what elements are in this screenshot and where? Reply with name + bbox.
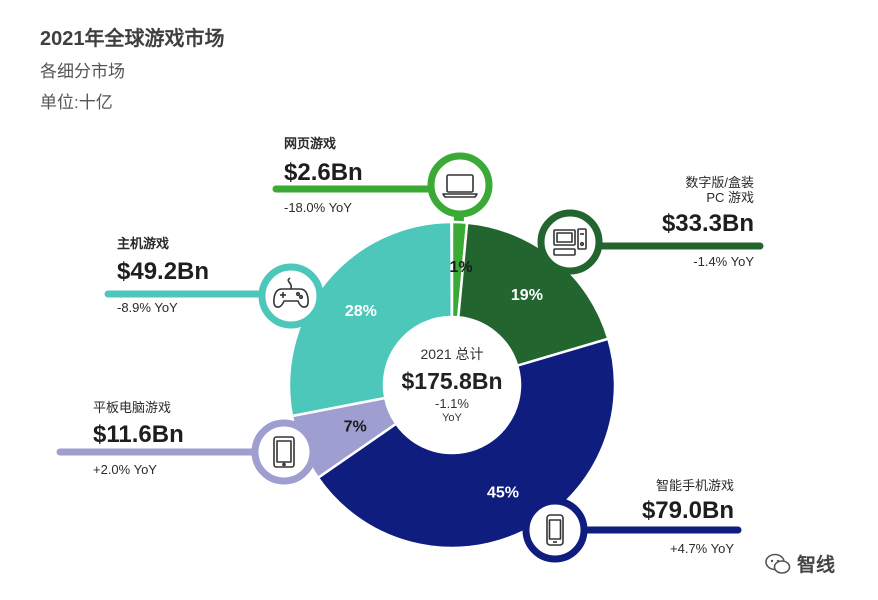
segment-yoy: +4.7% YoY	[670, 541, 734, 556]
segment-name: 网页游戏	[284, 136, 336, 151]
slice-percent-label: 7%	[344, 419, 367, 436]
gamepad-icon	[258, 263, 324, 329]
segment-value: $33.3Bn	[662, 210, 754, 237]
smartphone-icon	[522, 497, 588, 563]
segment-yoy: -8.9% YoY	[117, 300, 178, 315]
wechat-icon	[765, 553, 791, 574]
segment-yoy: -18.0% YoY	[284, 200, 352, 215]
segment-value: $49.2Bn	[117, 258, 209, 285]
segment-yoy: +2.0% YoY	[93, 462, 157, 477]
segment-yoy: -1.4% YoY	[693, 254, 754, 269]
chart-unit: 单位:十亿	[40, 93, 113, 112]
center-label: 2021 总计	[420, 346, 483, 362]
slice-percent-label: 28%	[345, 303, 377, 320]
laptop-icon	[427, 152, 493, 218]
desktop-pc-icon	[537, 209, 603, 275]
segment-name: 主机游戏	[117, 236, 169, 251]
segment-value: $2.6Bn	[284, 159, 363, 186]
watermark-text: 智线	[797, 555, 836, 576]
pie-slice	[316, 337, 617, 550]
segment-name: 数字版/盒装	[685, 175, 754, 190]
center-total: $175.8Bn	[401, 368, 502, 394]
segment-value: $79.0Bn	[642, 497, 734, 524]
slice-percent-label: 19%	[511, 287, 543, 304]
segment-value: $11.6Bn	[93, 421, 184, 448]
segment-name: PC 游戏	[706, 190, 754, 205]
center-change: -1.1%	[435, 396, 469, 411]
segment-name: 平板电脑游戏	[93, 400, 171, 415]
chart-title: 2021年全球游戏市场	[40, 28, 225, 50]
slice-percent-label: 1%	[449, 259, 472, 276]
segment-name: 智能手机游戏	[656, 478, 734, 493]
slice-percent-label: 45%	[487, 484, 519, 501]
donut-hole	[384, 317, 520, 453]
tablet-icon	[251, 419, 317, 485]
chart-subtitle: 各细分市场	[40, 62, 125, 81]
center-yoy: YoY	[442, 412, 462, 424]
watermark: 智线	[765, 550, 835, 577]
